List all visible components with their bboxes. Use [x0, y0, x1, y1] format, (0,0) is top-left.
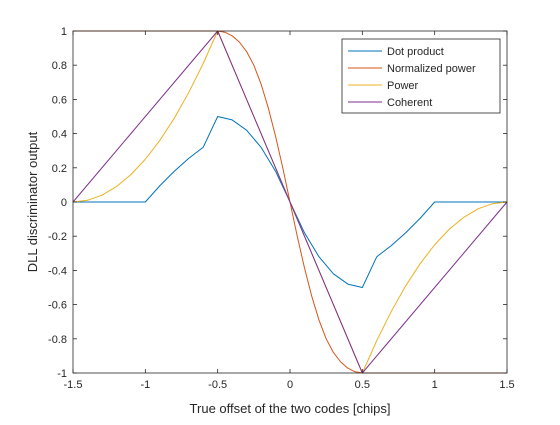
- y-tick-label: -0.6: [48, 300, 67, 312]
- x-tick-label: 1: [432, 379, 438, 391]
- y-tick-label: -0.2: [48, 231, 67, 243]
- y-tick-label: 0.4: [52, 129, 67, 141]
- legend-entry: Dot product: [387, 46, 444, 58]
- x-tick-label: 0: [287, 379, 293, 391]
- legend: Dot product Normalized power Power Coherent: [341, 38, 501, 114]
- legend-entry: Power: [387, 80, 419, 92]
- x-tick-label: 0.5: [355, 379, 370, 391]
- x-tick-label: -1.5: [64, 379, 83, 391]
- x-tick-label: 1.5: [499, 379, 514, 391]
- y-tick-label: 0.8: [52, 60, 67, 72]
- y-tick-label: 0.6: [52, 94, 67, 106]
- y-tick-label: -0.8: [48, 334, 67, 346]
- y-tick-label: 0.2: [52, 163, 67, 175]
- legend-entry: Coherent: [387, 97, 432, 109]
- x-tick-label: -1: [140, 379, 150, 391]
- y-tick-label: -0.4: [48, 265, 67, 277]
- y-tick-label: -1: [57, 368, 67, 380]
- legend-entry: Normalized power: [387, 63, 476, 75]
- y-tick-label: 1: [61, 26, 67, 38]
- x-axis-label: True offset of the two codes [chips]: [190, 401, 391, 416]
- axes: -1.5 -1 -0.5 0 0.5 1 1.5-1-0.8-0.6-0.4-0.200.2…: [48, 26, 515, 391]
- series-line-4: [72, 30, 508, 374]
- y-axis-label: DLL discriminator output: [25, 131, 40, 272]
- x-tick-label: -0.5: [208, 379, 227, 391]
- series-lines: [72, 30, 508, 374]
- y-tick-label: 0: [61, 197, 67, 209]
